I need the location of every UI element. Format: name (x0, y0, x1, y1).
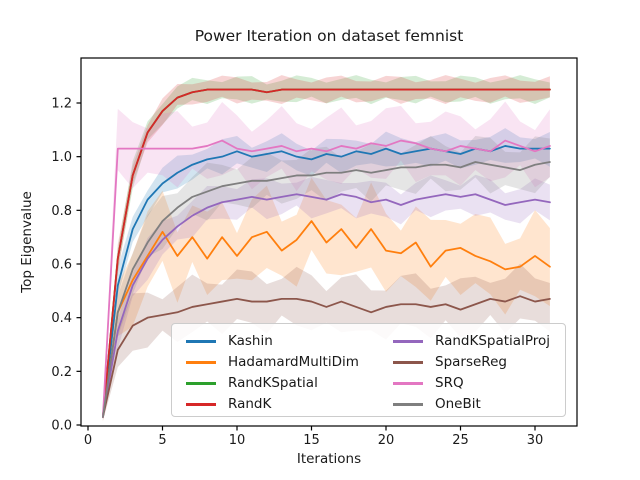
legend-item: SparseReg (393, 352, 565, 373)
legend-label: Kashin (228, 332, 273, 349)
svg-text:25: 25 (452, 433, 469, 448)
legend-line-sample (393, 340, 423, 343)
svg-text:0.0: 0.0 (51, 419, 72, 434)
svg-text:1.0: 1.0 (51, 150, 72, 165)
legend-label: OneBit (435, 395, 481, 412)
legend-label: RandKSpatialProj (435, 332, 550, 349)
legend-item: RandK (186, 394, 393, 415)
legend-line-sample (186, 403, 216, 406)
legend-line-sample (186, 340, 216, 343)
svg-text:0: 0 (84, 433, 92, 448)
x-axis-label: Iterations (296, 451, 362, 467)
svg-text:30: 30 (527, 433, 544, 448)
chart-title: Power Iteration on dataset femnist (194, 27, 464, 45)
legend-label: RandK (228, 395, 272, 412)
legend-label: SparseReg (435, 353, 507, 370)
svg-text:0.6: 0.6 (51, 258, 72, 273)
svg-text:0.8: 0.8 (51, 204, 72, 219)
svg-text:0.2: 0.2 (51, 365, 72, 380)
legend-line-sample (393, 361, 423, 364)
legend-item: HadamardMultiDim (186, 352, 393, 373)
legend-label: RandKSpatial (228, 374, 318, 391)
legend-label: SRQ (435, 374, 464, 391)
legend-item: OneBit (393, 394, 565, 415)
svg-text:1.2: 1.2 (51, 97, 72, 112)
legend-line-sample (393, 403, 423, 406)
legend-item: Kashin (186, 331, 393, 352)
svg-text:10: 10 (229, 433, 246, 448)
svg-text:20: 20 (378, 433, 395, 448)
svg-text:5: 5 (158, 433, 166, 448)
legend-label: HadamardMultiDim (228, 353, 359, 370)
svg-text:15: 15 (303, 433, 320, 448)
legend-item: SRQ (393, 373, 565, 394)
y-axis-label: Top Eigenvalue (19, 191, 35, 293)
legend: Kashin HadamardMultiDim RandKSpatial RandK R… (171, 323, 566, 417)
legend-item: RandKSpatial (186, 373, 393, 394)
legend-line-sample (393, 382, 423, 385)
legend-line-sample (186, 382, 216, 385)
legend-line-sample (186, 361, 216, 364)
legend-item: RandKSpatialProj (393, 331, 565, 352)
svg-text:0.4: 0.4 (51, 311, 72, 326)
